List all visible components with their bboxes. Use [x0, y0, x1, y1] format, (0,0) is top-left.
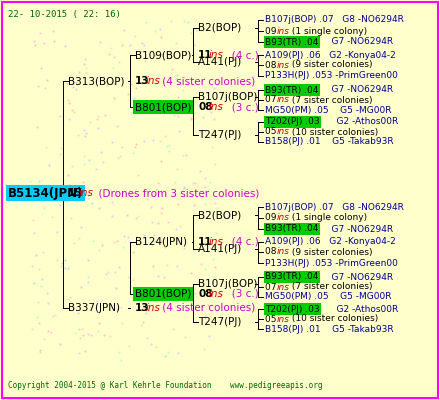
Text: 11: 11	[198, 237, 213, 247]
Text: ins: ins	[277, 60, 290, 70]
Text: B107j(BOP): B107j(BOP)	[198, 279, 257, 289]
Text: B801(BOP): B801(BOP)	[135, 289, 191, 299]
Text: ins: ins	[277, 282, 290, 292]
Text: ins: ins	[277, 128, 290, 136]
Text: ins: ins	[209, 102, 224, 112]
Text: B2(BOP): B2(BOP)	[198, 23, 241, 33]
Text: MG50(PM) .05    G5 -MG00R: MG50(PM) .05 G5 -MG00R	[265, 292, 392, 302]
Text: ins: ins	[277, 214, 290, 222]
Text: B93(TR) .04: B93(TR) .04	[265, 86, 319, 94]
Text: 15: 15	[68, 188, 83, 198]
Text: ins: ins	[277, 26, 290, 36]
Text: (9 sister colonies): (9 sister colonies)	[289, 60, 373, 70]
Text: 11: 11	[198, 50, 213, 60]
Text: (3 c.): (3 c.)	[222, 289, 258, 299]
Text: 05: 05	[265, 314, 279, 324]
Text: ins: ins	[209, 237, 224, 247]
Text: B158(PJ) .01    G5 -Takab93R: B158(PJ) .01 G5 -Takab93R	[265, 324, 394, 334]
Text: B158(PJ) .01    G5 -Takab93R: B158(PJ) .01 G5 -Takab93R	[265, 138, 394, 146]
Text: A141(PJ): A141(PJ)	[198, 57, 242, 67]
Text: B93(TR) .04: B93(TR) .04	[265, 272, 319, 282]
Text: ins: ins	[146, 76, 161, 86]
Text: (10 sister colonies): (10 sister colonies)	[289, 314, 378, 324]
Text: G7 -NO6294R: G7 -NO6294R	[320, 86, 394, 94]
Text: A141(PJ): A141(PJ)	[198, 244, 242, 254]
Text: Copyright 2004-2015 @ Karl Kehrle Foundation    www.pedigreeapis.org: Copyright 2004-2015 @ Karl Kehrle Founda…	[8, 381, 323, 390]
Text: B337(JPN): B337(JPN)	[68, 303, 120, 313]
Text: MG50(PM) .05    G5 -MG00R: MG50(PM) .05 G5 -MG00R	[265, 106, 392, 114]
Text: T247(PJ): T247(PJ)	[198, 317, 242, 327]
Text: (10 sister colonies): (10 sister colonies)	[289, 128, 378, 136]
Text: (4 c.): (4 c.)	[222, 237, 258, 247]
Text: B313(BOP): B313(BOP)	[68, 76, 125, 86]
Text: B107j(BOP) .07   G8 -NO6294R: B107j(BOP) .07 G8 -NO6294R	[265, 202, 404, 212]
Text: (4 c.): (4 c.)	[222, 50, 258, 60]
Text: 07: 07	[265, 282, 279, 292]
Text: G2 -Athos00R: G2 -Athos00R	[325, 304, 398, 314]
Text: T202(PJ) .03: T202(PJ) .03	[265, 304, 319, 314]
Text: 08: 08	[265, 248, 279, 256]
Text: 09: 09	[265, 26, 279, 36]
Text: 22- 10-2015 ( 22: 16): 22- 10-2015 ( 22: 16)	[8, 10, 121, 19]
Text: (7 sister colonies): (7 sister colonies)	[289, 282, 373, 292]
Text: P133H(PJ) .053 -PrimGreen00: P133H(PJ) .053 -PrimGreen00	[265, 258, 398, 268]
Text: (4 sister colonies): (4 sister colonies)	[158, 303, 255, 313]
Text: B5134(JPN): B5134(JPN)	[8, 186, 84, 200]
Text: (7 sister colonies): (7 sister colonies)	[289, 96, 373, 104]
Text: 09: 09	[265, 214, 279, 222]
Text: (9 sister colonies): (9 sister colonies)	[289, 248, 373, 256]
Text: B93(TR) .04: B93(TR) .04	[265, 38, 319, 46]
Text: 13: 13	[135, 76, 150, 86]
Text: T202(PJ) .03: T202(PJ) .03	[265, 118, 319, 126]
Text: A109(PJ) .06   G2 -Konya04-2: A109(PJ) .06 G2 -Konya04-2	[265, 50, 396, 60]
Text: ins: ins	[209, 50, 224, 60]
Text: ins: ins	[277, 248, 290, 256]
Text: ins: ins	[79, 188, 94, 198]
Text: ins: ins	[146, 303, 161, 313]
Text: G7 -NO6294R: G7 -NO6294R	[320, 38, 394, 46]
Text: 13: 13	[135, 303, 150, 313]
Text: T247(PJ): T247(PJ)	[198, 130, 242, 140]
Text: G7 -NO6294R: G7 -NO6294R	[320, 224, 394, 234]
Text: B124(JPN): B124(JPN)	[135, 237, 187, 247]
Text: A109(PJ) .06   G2 -Konya04-2: A109(PJ) .06 G2 -Konya04-2	[265, 238, 396, 246]
Text: B801(BOP): B801(BOP)	[135, 102, 191, 112]
Text: 08: 08	[265, 60, 279, 70]
Text: (3 c.): (3 c.)	[222, 102, 258, 112]
Text: ins: ins	[209, 289, 224, 299]
Text: B2(BOP): B2(BOP)	[198, 210, 241, 220]
Text: B93(TR) .04: B93(TR) .04	[265, 224, 319, 234]
Text: 05: 05	[265, 128, 279, 136]
Text: ins: ins	[277, 314, 290, 324]
Text: G7 -NO6294R: G7 -NO6294R	[320, 272, 394, 282]
Text: (1 single colony): (1 single colony)	[289, 214, 367, 222]
Text: ins: ins	[277, 96, 290, 104]
Text: (Drones from 3 sister colonies): (Drones from 3 sister colonies)	[92, 188, 259, 198]
Text: (4 sister colonies): (4 sister colonies)	[158, 76, 255, 86]
Text: B109(BOP): B109(BOP)	[135, 50, 191, 60]
Text: B107j(BOP): B107j(BOP)	[198, 92, 257, 102]
Text: P133H(PJ) .053 -PrimGreen00: P133H(PJ) .053 -PrimGreen00	[265, 72, 398, 80]
Text: 08: 08	[198, 102, 213, 112]
Text: 08: 08	[198, 289, 213, 299]
Text: B107j(BOP) .07   G8 -NO6294R: B107j(BOP) .07 G8 -NO6294R	[265, 16, 404, 24]
Text: (1 single colony): (1 single colony)	[289, 26, 367, 36]
Text: 07: 07	[265, 96, 279, 104]
Text: G2 -Athos00R: G2 -Athos00R	[325, 118, 398, 126]
